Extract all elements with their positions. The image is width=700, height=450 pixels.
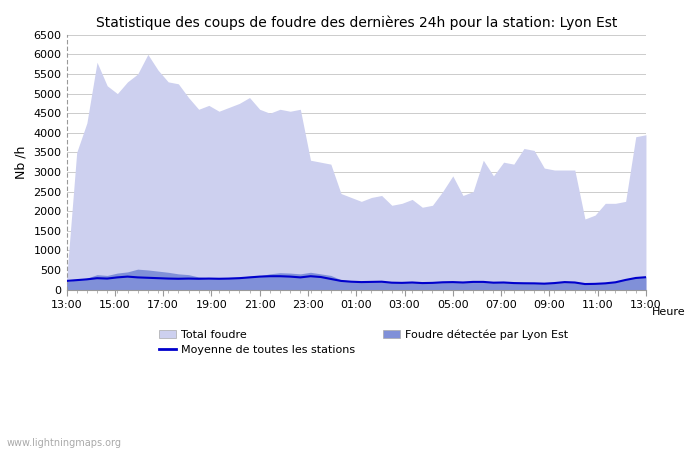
Y-axis label: Nb /h: Nb /h <box>15 145 28 179</box>
Text: Heure: Heure <box>652 307 685 317</box>
Legend: Total foudre, Moyenne de toutes les stations, Foudre détectée par Lyon Est: Total foudre, Moyenne de toutes les stat… <box>159 329 568 356</box>
Title: Statistique des coups de foudre des dernières 24h pour la station: Lyon Est: Statistique des coups de foudre des dern… <box>96 15 617 30</box>
Text: www.lightningmaps.org: www.lightningmaps.org <box>7 438 122 448</box>
